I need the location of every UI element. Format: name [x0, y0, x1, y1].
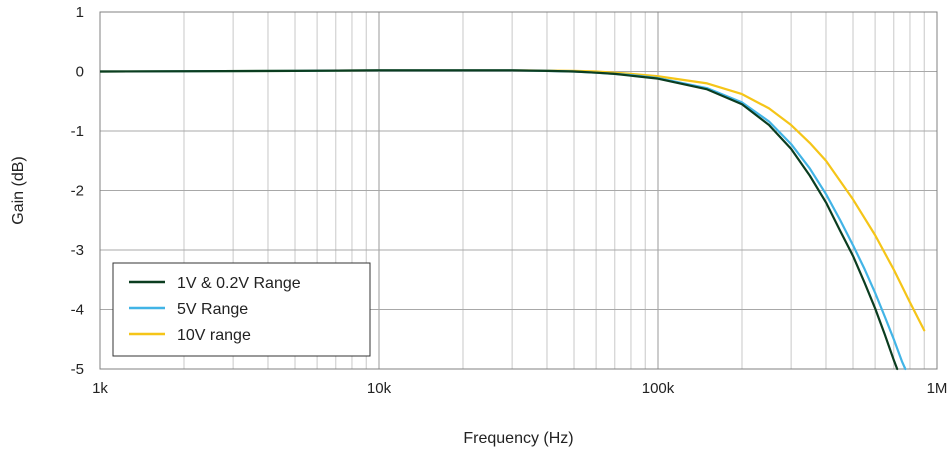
x-tick-label: 100k — [642, 380, 675, 397]
legend-label: 5V Range — [177, 301, 248, 318]
y-tick-label: 1 — [76, 4, 84, 21]
series-lines — [100, 69, 926, 371]
y-tick-label: -2 — [71, 183, 84, 200]
series-line-1 — [100, 69, 899, 371]
legend-label: 1V & 0.2V Range — [177, 275, 301, 292]
x-tick-label: 1M — [927, 380, 948, 397]
x-tick-labels: 1k 10k 100k 1M — [92, 380, 947, 397]
x-tick-label: 1k — [92, 380, 108, 397]
y-axis-label: Gain (dB) — [10, 156, 27, 224]
legend-box — [112, 262, 371, 357]
x-axis-label: Frequency (Hz) — [463, 430, 573, 447]
y-tick-label: 0 — [76, 64, 84, 81]
y-tick-label: -3 — [71, 242, 84, 259]
legend-label: 10V range — [177, 327, 251, 344]
y-tick-label: -5 — [71, 361, 84, 378]
legend: 1V & 0.2V Range 5V Range 10V range — [112, 262, 371, 357]
y-tick-label: -4 — [71, 302, 84, 319]
x-tick-label: 10k — [367, 380, 392, 397]
plot-area-border — [99, 11, 938, 370]
y-tick-label: -1 — [71, 123, 84, 140]
y-tick-labels: 1 0 -1 -2 -3 -4 -5 — [71, 4, 84, 378]
